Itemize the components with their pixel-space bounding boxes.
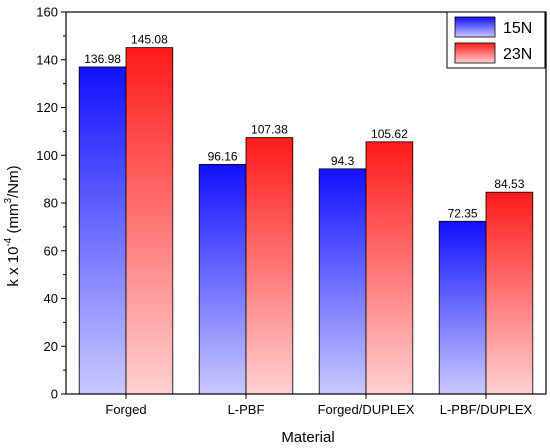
- legend-label-23n: 23N: [503, 46, 532, 63]
- data-label: 145.08: [131, 33, 168, 47]
- x-tick-label: Forged/DUPLEX: [318, 402, 415, 417]
- bar-15N-L-PBF/DUPLEX: [438, 220, 487, 395]
- bar-23N-Forged/DUPLEX: [365, 141, 414, 395]
- y-tick-label: 20: [44, 339, 58, 354]
- y-tick-label: 120: [36, 100, 58, 115]
- y-tick-label: 0: [51, 387, 58, 402]
- x-tick-label: L-PBF/DUPLEX: [440, 402, 533, 417]
- bar-15N-Forged/DUPLEX: [318, 168, 367, 395]
- x-axis-title: Material: [281, 429, 334, 446]
- data-label: 96.16: [208, 149, 238, 163]
- x-tick-label: Forged: [105, 402, 146, 417]
- legend-swatch-15n: [454, 16, 496, 38]
- y-tick-label: 160: [36, 5, 58, 20]
- legend: 15N 23N: [446, 11, 546, 69]
- y-axis: 0 20 40 60 80 100 120 140 160: [36, 5, 66, 402]
- data-labels-group: 136.98 145.08 96.16 107.38 94.3 105.62 72.35 84…: [84, 33, 524, 221]
- data-label: 105.62: [371, 127, 408, 141]
- bar-23N-L-PBF/DUPLEX: [485, 191, 534, 395]
- y-tick-label: 140: [36, 52, 58, 67]
- x-axis: Forged L-PBF Forged/DUPLEX L-PBF/DUPLEX: [105, 394, 533, 417]
- legend-swatch-23n: [454, 42, 496, 64]
- data-label: 107.38: [251, 123, 288, 137]
- y-tick-label: 40: [44, 291, 58, 306]
- bar-23N-L-PBF: [245, 137, 294, 395]
- bar-23N-Forged: [125, 47, 174, 395]
- bars-group: [78, 47, 534, 395]
- y-tick-label: 60: [44, 243, 58, 258]
- data-label: 84.53: [494, 177, 524, 191]
- x-tick-label: L-PBF: [228, 402, 265, 417]
- data-label: 94.3: [331, 154, 355, 168]
- data-label: 72.35: [448, 206, 478, 220]
- data-label: 136.98: [84, 52, 121, 66]
- bar-15N-Forged: [78, 66, 127, 395]
- legend-label-15n: 15N: [503, 20, 532, 37]
- bar-15N-L-PBF: [198, 164, 247, 395]
- y-tick-label: 100: [36, 148, 58, 163]
- y-tick-label: 80: [44, 196, 58, 211]
- y-axis-title: k x 10-4 (mm3/Nm): [3, 165, 22, 286]
